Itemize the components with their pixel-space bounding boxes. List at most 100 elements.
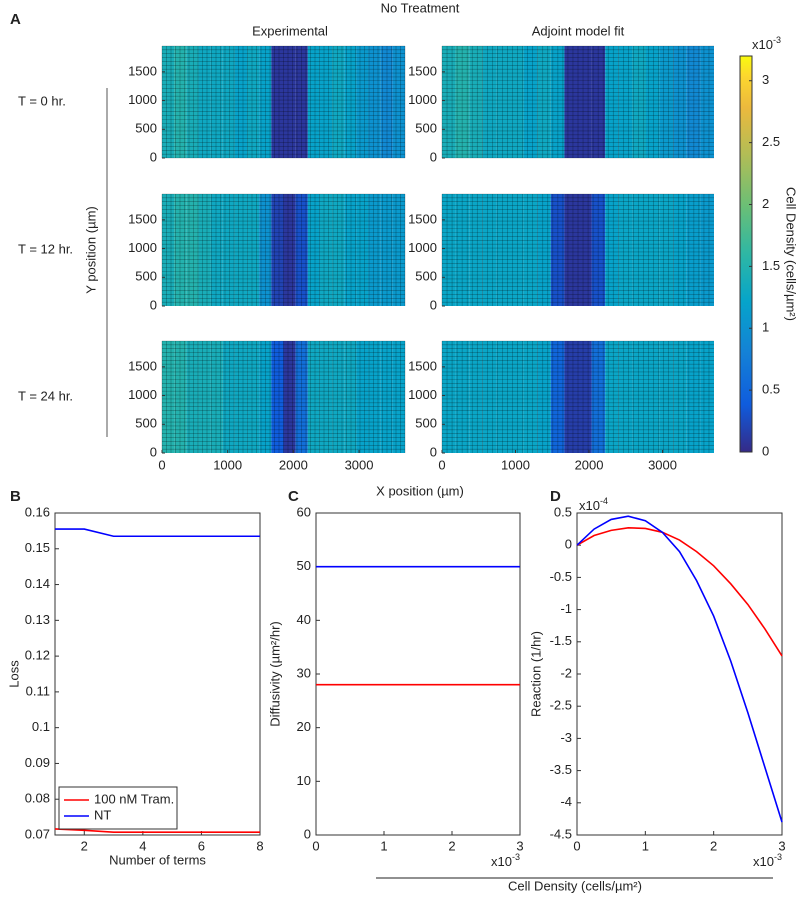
y-tick-label: 1500 <box>408 211 437 226</box>
heatmap-cell <box>162 341 175 453</box>
heatmap-cell <box>271 341 284 453</box>
x-tick-label: 6 <box>198 838 205 853</box>
heatmap-cell <box>523 194 538 306</box>
heatmap-cell <box>578 194 592 306</box>
heatmap-cell <box>271 194 284 306</box>
cell-grid <box>441 340 714 453</box>
heatmap-cell <box>295 194 308 306</box>
y-axis-label: Loss <box>6 660 21 688</box>
heatmap-cell <box>174 341 187 453</box>
heatmap-cell <box>222 46 235 158</box>
y-tick-label: 0 <box>430 444 437 459</box>
y-tick-label: 500 <box>135 416 157 431</box>
heatmap-cell <box>368 194 381 306</box>
heatmap-cell <box>618 341 633 453</box>
colorbar-tick-label: 0.5 <box>762 382 780 397</box>
heatmap-cell <box>550 341 565 453</box>
heatmap-cell <box>564 46 578 158</box>
y-tick-label: 0.16 <box>25 504 50 519</box>
y-tick-label: 500 <box>415 121 437 136</box>
heatmap-cell <box>380 341 393 453</box>
colorbar-tick-label: 2.5 <box>762 134 780 149</box>
y-tick-label: -0.5 <box>550 569 572 584</box>
heatmap-cell <box>247 46 260 158</box>
heatmap-cell <box>496 341 510 453</box>
y-tick-label: 500 <box>415 416 437 431</box>
heatmap-cell <box>482 194 497 306</box>
x-tick-label: 3000 <box>648 457 677 472</box>
heatmap-cell <box>222 341 235 453</box>
legend-box <box>58 786 178 830</box>
plot-area <box>576 512 783 836</box>
heatmap-cell <box>283 341 296 453</box>
heatmap-cell <box>162 46 175 158</box>
heatmap-cell <box>523 341 538 453</box>
heatmap-cell <box>659 341 674 453</box>
heatmap-cell <box>198 194 211 306</box>
y-tick-label: 0.15 <box>25 540 50 555</box>
heatmap-cell <box>210 194 223 306</box>
exponent-power: -4 <box>600 496 608 506</box>
heatmap-cell <box>186 46 199 158</box>
heatmap-cell <box>686 46 701 158</box>
heatmap-cell <box>442 46 456 158</box>
heatmap-cell <box>186 341 199 453</box>
x-tick-label: 2000 <box>575 457 604 472</box>
row-label: T = 0 hr. <box>18 93 66 108</box>
heatmap-cell <box>605 341 619 453</box>
colorbar <box>739 55 753 453</box>
heatmap-cell <box>259 194 272 306</box>
data-line <box>55 528 260 538</box>
x-axis-label: X position (µm) <box>376 483 464 498</box>
exponent-power: -3 <box>512 852 520 862</box>
x-tick-label: 1 <box>642 838 649 853</box>
heatmap-cell <box>174 194 187 306</box>
y-tick-label: -2.5 <box>550 698 572 713</box>
y-tick-label: 40 <box>297 612 311 627</box>
exponent-base: x10 <box>491 854 512 869</box>
y-tick-label: 500 <box>135 269 157 284</box>
colorbar-tick-label: 3 <box>762 72 769 87</box>
y-tick-label: 0.13 <box>25 612 50 627</box>
x-tick-label: 3 <box>778 838 785 853</box>
y-tick-label: 1500 <box>128 358 157 373</box>
plot-area <box>315 512 521 836</box>
heatmap-cell <box>234 341 248 453</box>
y-tick-label: 0 <box>150 444 157 459</box>
heatmap-cell <box>537 46 551 158</box>
heatmap-cell <box>210 341 223 453</box>
panel-label: D <box>550 488 561 505</box>
heatmap-cell <box>510 194 524 306</box>
x-tick-label: 2 <box>710 838 717 853</box>
x-tick-label: 8 <box>256 838 263 853</box>
y-tick-label: 0 <box>565 537 572 552</box>
heatmap-cell <box>618 46 633 158</box>
heatmap-cell <box>234 194 248 306</box>
heatmap-cell <box>659 46 674 158</box>
heatmap-cell <box>368 46 381 158</box>
column-title: Adjoint model fit <box>532 23 625 38</box>
heatmap-cell <box>368 341 381 453</box>
y-tick-label: -2 <box>560 665 572 680</box>
x-axis-label: Cell Density (cells/µm²) <box>508 878 642 893</box>
x-tick-label: 0 <box>158 457 165 472</box>
heatmap-cell <box>673 194 687 306</box>
heatmap-cell <box>380 46 393 158</box>
heatmap-cell <box>162 194 175 306</box>
heatmap-cell <box>198 46 211 158</box>
y-tick-label: 1500 <box>128 211 157 226</box>
y-tick-label: 0.1 <box>32 719 50 734</box>
heatmap-cell <box>632 46 646 158</box>
colorbar-tick-label: 1.5 <box>762 258 780 273</box>
axis-exponent: x10-3 <box>752 35 781 52</box>
x-tick-label: 0 <box>312 838 319 853</box>
y-tick-label: 10 <box>297 773 311 788</box>
cell-grid <box>441 45 714 159</box>
heatmap-cell <box>344 46 357 158</box>
panel-label: B <box>10 488 21 505</box>
data-line <box>54 828 260 833</box>
heatmap-cell <box>271 46 284 158</box>
heatmap-cell <box>700 46 714 158</box>
y-tick-label: 500 <box>415 269 437 284</box>
y-tick-label: 1000 <box>408 92 437 107</box>
